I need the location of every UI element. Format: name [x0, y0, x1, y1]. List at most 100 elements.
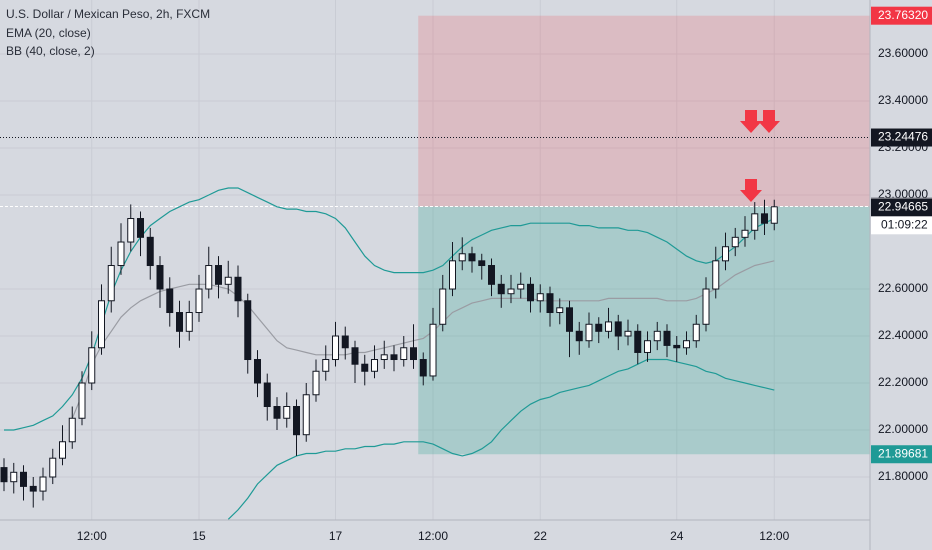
candle-body — [322, 359, 330, 372]
y-tick-label: 22.20000 — [878, 375, 928, 389]
candle-body — [614, 321, 622, 337]
candle-body — [585, 323, 593, 342]
candle-body — [59, 441, 66, 459]
candle-body — [312, 370, 320, 396]
candle-body — [332, 335, 339, 361]
candle-body — [449, 260, 456, 290]
x-tick-label: 17 — [329, 529, 343, 543]
candle-body — [283, 406, 291, 419]
price-label-bg — [871, 445, 932, 464]
legend-indicator: BB (40, close, 2) — [6, 44, 95, 58]
candle-body — [146, 236, 154, 267]
candle-body — [107, 265, 115, 302]
candle-body — [624, 330, 632, 337]
position-overlay — [0, 15, 870, 455]
candle-body — [731, 236, 739, 248]
candle-body — [663, 330, 671, 346]
x-tick-label: 24 — [670, 529, 684, 543]
candle-body — [712, 260, 720, 290]
candle-body — [10, 471, 18, 483]
candle-body — [634, 330, 642, 353]
signal-arrows — [740, 110, 780, 202]
candle-body — [185, 312, 193, 332]
candle-body — [527, 283, 534, 302]
y-tick-label: 22.00000 — [878, 422, 928, 436]
x-tick-label: 12:00 — [759, 529, 789, 543]
candle-body — [595, 323, 603, 332]
candle-body — [205, 265, 213, 290]
x-tick-label: 15 — [192, 529, 206, 543]
candle-body — [254, 359, 261, 384]
candle-body — [419, 359, 427, 377]
candle-body — [234, 276, 242, 302]
candle-body — [117, 241, 125, 267]
candle-body — [390, 354, 398, 361]
candle-body — [741, 229, 749, 238]
candle-body — [536, 293, 544, 302]
target-zone — [418, 206, 870, 455]
candle-body — [244, 300, 252, 361]
candle-body — [410, 347, 417, 361]
candle-body — [644, 340, 651, 353]
indicator-line — [71, 260, 775, 419]
price-label-bg — [871, 198, 932, 217]
axes: 23.6000023.4000023.2000023.0000022.60000… — [77, 6, 932, 543]
candle-body — [439, 288, 447, 325]
candle-body — [468, 253, 476, 262]
candle-body — [722, 246, 729, 262]
legend-indicator: EMA (20, close) — [6, 26, 91, 40]
candle-body — [224, 276, 232, 285]
y-tick-label: 21.80000 — [878, 469, 928, 483]
candle-body — [702, 288, 710, 325]
candle-body — [273, 406, 281, 419]
candle-body — [605, 321, 612, 332]
y-tick-label: 22.40000 — [878, 328, 928, 342]
candle-body — [673, 344, 681, 349]
candle-body — [20, 471, 27, 487]
candle-body — [166, 288, 174, 314]
candle-body — [517, 283, 525, 290]
x-tick-label: 12:00 — [77, 529, 107, 543]
candle-body — [380, 354, 388, 361]
candle-body — [371, 359, 378, 372]
price-label: 21.89681 — [878, 446, 928, 460]
indicator-line — [4, 187, 775, 431]
arrow — [740, 179, 762, 202]
x-tick-label: 12:00 — [418, 529, 448, 543]
candle-body — [761, 213, 768, 224]
candle-body — [556, 307, 564, 314]
candle-body — [49, 457, 57, 478]
candle-body — [351, 347, 359, 365]
price-label-bg — [871, 6, 932, 25]
candle-body — [156, 265, 164, 290]
candle-body — [127, 218, 135, 243]
candle-body — [575, 330, 583, 342]
candle-body — [0, 467, 8, 483]
candle-body — [68, 417, 76, 443]
candle-body — [546, 293, 554, 314]
candle-body — [341, 335, 349, 349]
candles — [0, 199, 778, 508]
candle-body — [653, 330, 661, 342]
indicator-lines — [4, 187, 775, 520]
candle-body — [429, 323, 437, 377]
stop-zone — [418, 15, 870, 207]
candle-body — [293, 406, 300, 436]
candle-body — [78, 382, 86, 419]
y-tick-label: 23.60000 — [878, 46, 928, 60]
countdown: 01:09:22 — [881, 217, 928, 231]
x-tick-label: 22 — [534, 529, 548, 543]
arrow — [758, 110, 780, 133]
price-label: 22.94665 — [878, 200, 928, 214]
candle-body — [263, 382, 271, 408]
price-label: 23.24476 — [878, 130, 928, 144]
candle-body — [770, 206, 778, 224]
countdown-bg — [871, 216, 932, 235]
y-tick-label: 23.40000 — [878, 93, 928, 107]
price-label-bg — [871, 128, 932, 147]
candle-body — [566, 307, 573, 332]
candle-body — [458, 253, 466, 262]
candle-body — [98, 300, 105, 349]
